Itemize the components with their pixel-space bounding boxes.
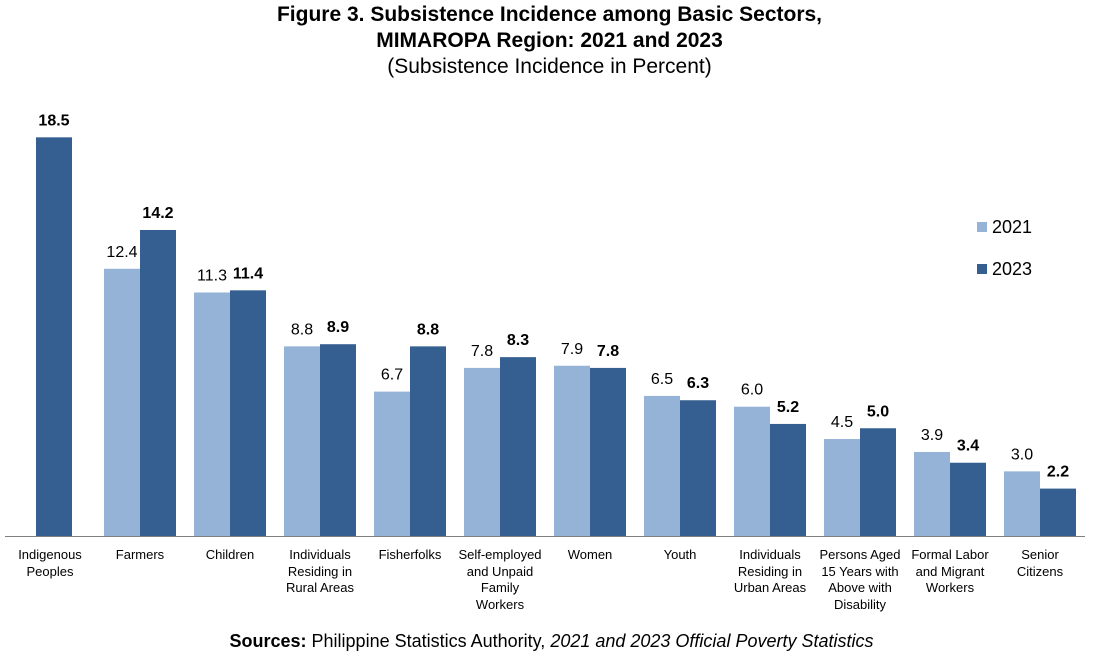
legend-swatch-2023	[977, 264, 987, 274]
legend-label-2021: 2021	[992, 217, 1032, 237]
chart-title-line-1: Figure 3. Subsistence Incidence among Ba…	[276, 3, 822, 26]
bar-2021-2	[104, 268, 140, 536]
category-label-1: Indigenous Peoples	[18, 547, 82, 579]
bar-2021-7	[554, 365, 590, 536]
source-label: Sources:	[229, 631, 307, 651]
bar-2021-6	[464, 367, 500, 536]
bar-2023-7	[590, 367, 626, 536]
data-label-2021-9: 6.0	[741, 382, 763, 399]
category-label-9: Individuals Residing in Urban Areas	[733, 547, 807, 595]
bar-2021-3	[194, 292, 230, 536]
bar-2023-6	[500, 357, 536, 536]
data-label-2023-4: 8.9	[327, 319, 349, 336]
category-label-5: Fisherfolks	[378, 547, 442, 562]
data-label-2021-4: 8.8	[291, 321, 313, 338]
data-label-2023-10: 5.0	[867, 403, 889, 420]
bar-2023-10	[860, 428, 896, 536]
bar-2023-3	[230, 290, 266, 536]
chart-title-line-2: MIMAROPA Region: 2021 and 2023	[376, 29, 723, 52]
data-label-2023-6: 8.3	[507, 332, 529, 349]
category-label-3: Children	[205, 547, 255, 562]
bar-2021-8	[644, 395, 680, 536]
data-label-2023-12: 2.2	[1047, 464, 1069, 481]
bar-2021-11	[914, 451, 950, 536]
source-text: Philippine Statistics Authority,	[311, 631, 551, 651]
data-label-2023-1: 18.5	[38, 112, 69, 129]
bar-2023-11	[950, 462, 986, 536]
data-label-2023-7: 7.8	[597, 343, 619, 360]
data-label-2023-2: 14.2	[142, 205, 173, 222]
data-label-2023-8: 6.3	[687, 375, 709, 392]
category-label-11: Formal Labor and Migrant Workers	[911, 547, 989, 595]
data-label-2023-9: 5.2	[777, 399, 799, 416]
data-label-2021-3: 11.3	[197, 267, 227, 284]
category-label-6: Self-employed and Unpaid Family Workers	[458, 547, 542, 612]
bar-2023-12	[1040, 488, 1076, 536]
category-label-12: Senior Citizens	[1016, 547, 1064, 579]
data-label-2021-10: 4.5	[831, 414, 853, 431]
bar-2021-4	[284, 346, 320, 536]
bar-2021-5	[374, 391, 410, 536]
data-label-2023-11: 3.4	[957, 438, 979, 455]
bar-2023-8	[680, 400, 716, 536]
bar-2021-10	[824, 439, 860, 536]
data-label-2021-7: 7.9	[561, 341, 583, 358]
category-label-8: Youth	[663, 547, 697, 562]
chart-subtitle: (Subsistence Incidence in Percent)	[387, 55, 712, 78]
data-label-2021-12: 3.0	[1011, 446, 1033, 463]
bar-2023-9	[770, 423, 806, 536]
bar-2021-12	[1004, 471, 1040, 536]
bar-2021-9	[734, 406, 770, 536]
data-label-2021-11: 3.9	[921, 427, 943, 444]
legend-label-2023: 2023	[992, 259, 1032, 279]
bar-2023-2	[140, 229, 176, 537]
bar-2023-4	[320, 344, 356, 536]
source-note: Sources: Philippine Statistics Authority…	[0, 630, 1099, 652]
category-label-4: Individuals Residing in Rural Areas	[286, 547, 354, 595]
data-label-2023-5: 8.8	[417, 321, 439, 338]
data-label-2021-8: 6.5	[651, 371, 673, 388]
data-label-2021-6: 7.8	[471, 343, 493, 360]
data-label-2021-2: 12.4	[106, 244, 137, 261]
category-label-7: Women	[567, 547, 613, 562]
category-label-10: Persons Aged 15 Years with Above with Disab…	[819, 547, 901, 612]
source-title: 2021 and 2023 Official Poverty Statistic…	[550, 631, 874, 651]
data-label-2021-5: 6.7	[381, 367, 403, 384]
bar-2023-1	[36, 137, 72, 536]
category-label-2: Farmers	[115, 547, 165, 562]
legend-swatch-2021	[977, 222, 987, 232]
bar-2023-5	[410, 346, 446, 536]
data-label-2023-3: 11.4	[233, 265, 263, 282]
